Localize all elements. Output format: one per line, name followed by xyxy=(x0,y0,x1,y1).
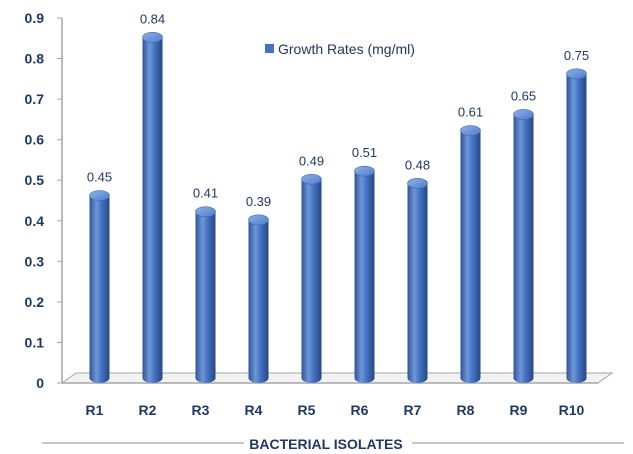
x-tick-label: R8 xyxy=(457,402,475,418)
legend-swatch xyxy=(265,44,274,53)
legend-label: Growth Rates (mg/ml) xyxy=(278,41,415,57)
bar xyxy=(195,211,216,383)
x-tick-label: R2 xyxy=(139,402,157,418)
bar xyxy=(248,219,269,383)
y-tick-label: 0.1 xyxy=(25,334,45,350)
y-tick-label: 0.3 xyxy=(25,253,45,269)
bar xyxy=(354,171,375,383)
x-tick-label: R4 xyxy=(245,402,263,418)
bar xyxy=(142,37,163,383)
bar-cap xyxy=(142,32,163,43)
bar-cap xyxy=(513,109,534,120)
data-labels: 0.45 0.84 0.41 0.39 0.49 0.51 0.48 0.61 0.65 0.75 xyxy=(87,11,589,209)
data-label: 0.75 xyxy=(564,48,589,63)
data-label: 0.41 xyxy=(193,186,218,201)
data-label: 0.45 xyxy=(87,170,112,185)
x-axis-label: BACTERIAL ISOLATES xyxy=(249,436,403,452)
y-tick-label: 0.7 xyxy=(25,91,45,107)
data-label: 0.51 xyxy=(352,145,377,160)
data-label: 0.84 xyxy=(140,11,165,26)
y-tick-label: 0.4 xyxy=(25,213,45,229)
bar xyxy=(566,73,587,383)
y-tick-label: 0.8 xyxy=(25,51,45,67)
y-tick-label: 0.6 xyxy=(25,132,45,148)
data-label: 0.65 xyxy=(511,88,536,103)
bar xyxy=(89,195,110,383)
bar xyxy=(301,179,322,383)
bar-cap xyxy=(354,165,375,177)
bar-cap xyxy=(301,173,322,185)
y-tick-label: 0.9 xyxy=(25,10,45,26)
bar-cap xyxy=(89,190,110,201)
x-tick-label: R5 xyxy=(298,402,316,418)
x-tick-label: R1 xyxy=(86,402,104,418)
bar-cap xyxy=(248,214,269,226)
data-label: 0.61 xyxy=(458,105,483,120)
data-label: 0.39 xyxy=(246,194,271,209)
x-tick-label: R3 xyxy=(192,402,210,418)
y-tick-label: 0 xyxy=(36,375,44,391)
x-tick-label: R10 xyxy=(559,402,585,418)
bars xyxy=(89,32,587,383)
y-tick-label: 0.5 xyxy=(25,172,45,188)
x-tick-label: R6 xyxy=(351,402,369,418)
bar-cap xyxy=(407,178,428,189)
data-label: 0.48 xyxy=(405,157,430,172)
x-axis-title: BACTERIAL ISOLATES xyxy=(42,436,624,452)
data-label: 0.49 xyxy=(299,153,324,168)
y-tick-label: 0.2 xyxy=(25,294,45,310)
bar-cap xyxy=(460,125,481,136)
bar xyxy=(407,183,428,383)
bar-cap xyxy=(195,206,216,218)
bar-cap xyxy=(566,68,587,80)
bar xyxy=(460,130,481,383)
bar xyxy=(513,114,534,383)
legend: Growth Rates (mg/ml) xyxy=(265,41,415,57)
x-tick-label: R7 xyxy=(404,402,422,418)
x-tick-label: R9 xyxy=(510,402,528,418)
